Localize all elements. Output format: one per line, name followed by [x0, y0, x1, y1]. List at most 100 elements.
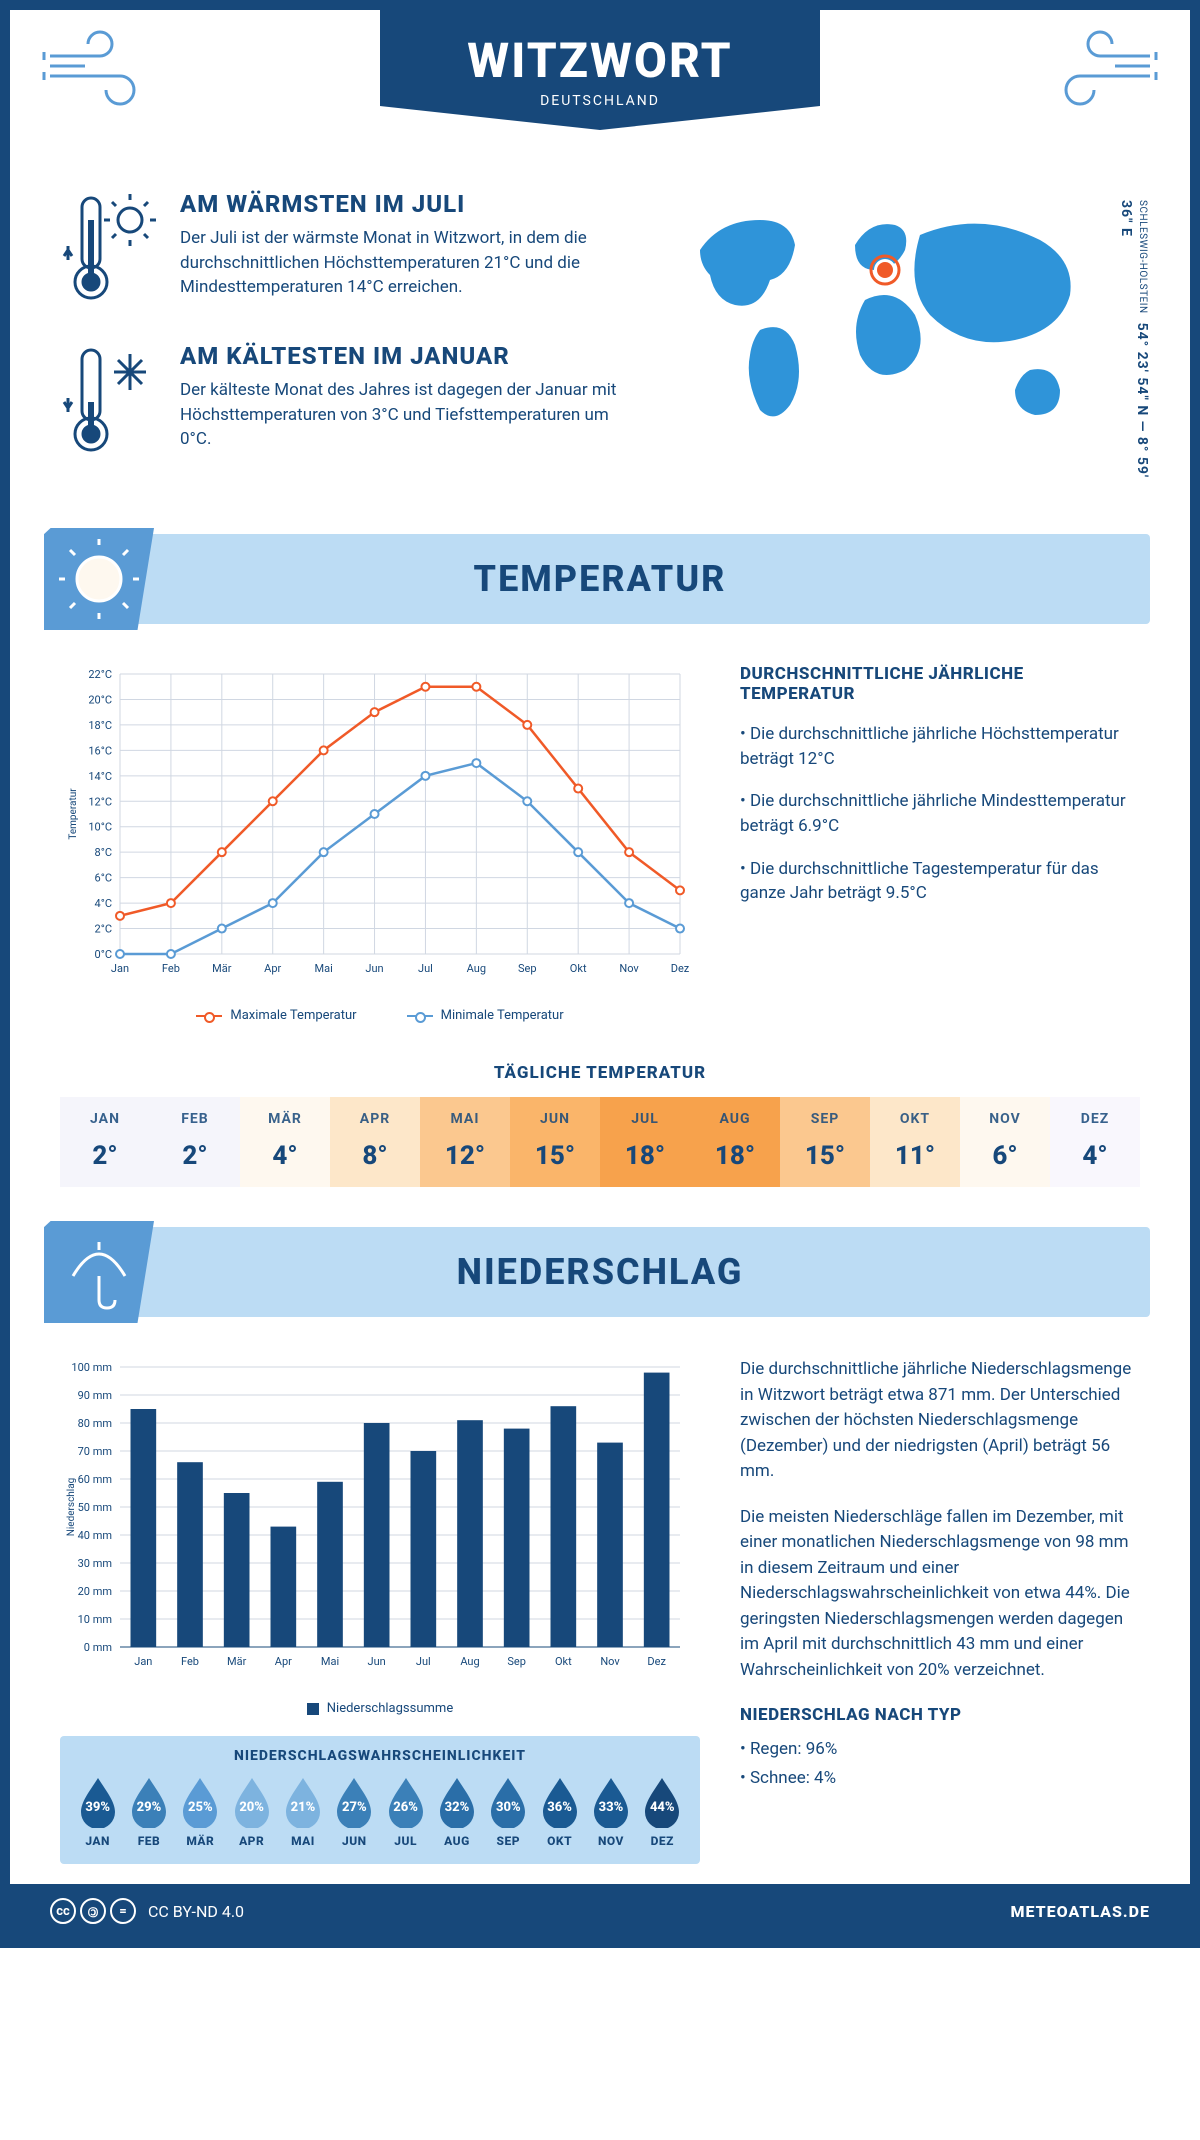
svg-text:50 mm: 50 mm — [78, 1501, 112, 1514]
svg-text:Mär: Mär — [227, 1655, 247, 1668]
svg-text:Sep: Sep — [518, 962, 537, 975]
svg-text:16°C: 16°C — [88, 744, 112, 757]
svg-text:18°C: 18°C — [88, 719, 112, 732]
svg-text:22°C: 22°C — [88, 668, 112, 681]
svg-text:Aug: Aug — [460, 1655, 479, 1668]
wind-icon — [40, 26, 160, 120]
coldest-title: AM KÄLTESTEN IM JANUAR — [180, 342, 620, 370]
svg-text:Apr: Apr — [264, 962, 281, 975]
section-temperature: TEMPERATUR — [50, 534, 1150, 624]
svg-text:40 mm: 40 mm — [78, 1529, 112, 1542]
warmest-text: Der Juli ist der wärmste Monat in Witzwo… — [180, 226, 620, 300]
daily-temp-cell: MÄR4° — [240, 1097, 330, 1187]
section-precip: NIEDERSCHLAG — [50, 1227, 1150, 1317]
svg-text:0°C: 0°C — [95, 948, 112, 961]
svg-text:2°C: 2°C — [95, 923, 112, 936]
precip-prob-item: 25%MÄR — [175, 1776, 226, 1848]
svg-text:Temperatur: Temperatur — [68, 788, 79, 840]
svg-text:Jul: Jul — [416, 1655, 431, 1668]
header: WITZWORT DEUTSCHLAND — [10, 10, 1190, 170]
svg-text:Feb: Feb — [181, 1655, 199, 1668]
svg-text:Okt: Okt — [570, 962, 587, 975]
daily-temp-cell: AUG18° — [690, 1097, 780, 1187]
svg-text:Mai: Mai — [315, 962, 333, 975]
coldest-text: Der kälteste Monat des Jahres ist dagege… — [180, 378, 620, 452]
summary-section: AM WÄRMSTEN IM JULI Der Juli ist der wär… — [10, 170, 1190, 524]
coordinates: SCHLESWIG-HOLSTEIN 54° 23' 54" N — 8° 59… — [1118, 200, 1150, 494]
cc-icons: cc🄯= — [50, 1898, 136, 1924]
svg-text:Dez: Dez — [671, 962, 690, 975]
city-name: WITZWORT — [380, 32, 820, 89]
svg-text:Aug: Aug — [467, 962, 486, 975]
daily-temp-cell: MAI12° — [420, 1097, 510, 1187]
country-name: DEUTSCHLAND — [380, 93, 820, 109]
precip-prob-item: 21%MAI — [277, 1776, 328, 1848]
precip-prob-item: 30%SEP — [483, 1776, 534, 1848]
daily-temp-cell: FEB2° — [150, 1097, 240, 1187]
svg-text:20°C: 20°C — [88, 693, 112, 706]
svg-text:Jun: Jun — [368, 1655, 386, 1668]
svg-text:Okt: Okt — [555, 1655, 572, 1668]
precip-prob-item: 26%JUL — [380, 1776, 431, 1848]
precip-info: Die durchschnittliche jährliche Niedersc… — [740, 1357, 1140, 1864]
license-text: CC BY-ND 4.0 — [148, 1902, 244, 1921]
daily-temp-title: TÄGLICHE TEMPERATUR — [10, 1063, 1190, 1083]
daily-temp-cell: NOV6° — [960, 1097, 1050, 1187]
infographic-page: WITZWORT DEUTSCHLAND AM WÄRMSTEN IM JULI… — [0, 0, 1200, 1948]
daily-temp-cell: APR8° — [330, 1097, 420, 1187]
precip-prob-item: 29%FEB — [123, 1776, 174, 1848]
daily-temp-cell: OKT11° — [870, 1097, 960, 1187]
daily-temp-cell: JAN2° — [60, 1097, 150, 1187]
svg-text:Apr: Apr — [275, 1655, 292, 1668]
svg-text:70 mm: 70 mm — [78, 1445, 112, 1458]
svg-text:6°C: 6°C — [95, 872, 112, 885]
svg-text:Jan: Jan — [134, 1655, 152, 1668]
svg-text:Jan: Jan — [111, 962, 129, 975]
precip-probability-panel: NIEDERSCHLAGSWAHRSCHEINLICHKEIT 39%JAN29… — [60, 1736, 700, 1864]
wind-icon — [1040, 26, 1160, 120]
daily-temp-table: JAN2°FEB2°MÄR4°APR8°MAI12°JUN15°JUL18°AU… — [60, 1097, 1140, 1187]
precip-prob-item: 44%DEZ — [637, 1776, 688, 1848]
svg-text:60 mm: 60 mm — [78, 1473, 112, 1486]
temperature-line-chart: 0°C2°C4°C6°C8°C10°C12°C14°C16°C18°C20°C2… — [60, 664, 700, 1023]
svg-text:20 mm: 20 mm — [78, 1585, 112, 1598]
svg-text:Jun: Jun — [365, 962, 383, 975]
sun-icon — [44, 528, 154, 630]
svg-text:Nov: Nov — [600, 1655, 620, 1668]
coldest-block: AM KÄLTESTEN IM JANUAR Der kälteste Mona… — [60, 342, 640, 466]
precip-prob-item: 20%APR — [226, 1776, 277, 1848]
chart-legend: Maximale Temperatur Minimale Temperatur — [60, 1008, 700, 1023]
svg-text:100 mm: 100 mm — [71, 1361, 112, 1374]
svg-text:Sep: Sep — [507, 1655, 526, 1668]
svg-text:10°C: 10°C — [88, 821, 112, 834]
svg-text:Nov: Nov — [619, 962, 639, 975]
svg-text:Mai: Mai — [321, 1655, 339, 1668]
world-map: SCHLESWIG-HOLSTEIN 54° 23' 54" N — 8° 59… — [670, 190, 1140, 494]
svg-text:80 mm: 80 mm — [78, 1417, 112, 1430]
svg-text:10 mm: 10 mm — [78, 1613, 112, 1626]
warmest-title: AM WÄRMSTEN IM JULI — [180, 190, 620, 218]
svg-text:Mär: Mär — [212, 962, 232, 975]
header-banner: WITZWORT DEUTSCHLAND — [380, 10, 820, 130]
svg-text:30 mm: 30 mm — [78, 1557, 112, 1570]
precip-prob-item: 36%OKT — [534, 1776, 585, 1848]
precip-prob-item: 32%AUG — [431, 1776, 482, 1848]
chart-legend: Niederschlagssumme — [60, 1701, 700, 1716]
precip-prob-item: 33%NOV — [585, 1776, 636, 1848]
daily-temp-cell: SEP15° — [780, 1097, 870, 1187]
svg-text:Niederschlag: Niederschlag — [66, 1478, 77, 1537]
svg-text:12°C: 12°C — [88, 795, 112, 808]
daily-temp-cell: JUL18° — [600, 1097, 690, 1187]
site-name: METEOATLAS.DE — [1010, 1902, 1150, 1921]
warmest-block: AM WÄRMSTEN IM JULI Der Juli ist der wär… — [60, 190, 640, 314]
precip-bar-chart: 0 mm 10 mm 20 mm 30 mm 40 mm 50 mm 60 mm 70 mm 8… — [60, 1357, 700, 1716]
svg-text:14°C: 14°C — [88, 770, 112, 783]
thermometer-cold-icon — [60, 342, 160, 466]
temperature-info: DURCHSCHNITTLICHE JÄHRLICHE TEMPERATUR •… — [740, 664, 1140, 1023]
svg-text:0 mm: 0 mm — [84, 1641, 112, 1654]
svg-text:90 mm: 90 mm — [78, 1389, 112, 1402]
svg-text:Feb: Feb — [162, 962, 180, 975]
svg-text:4°C: 4°C — [95, 897, 112, 910]
daily-temp-cell: JUN15° — [510, 1097, 600, 1187]
svg-text:Jul: Jul — [418, 962, 433, 975]
